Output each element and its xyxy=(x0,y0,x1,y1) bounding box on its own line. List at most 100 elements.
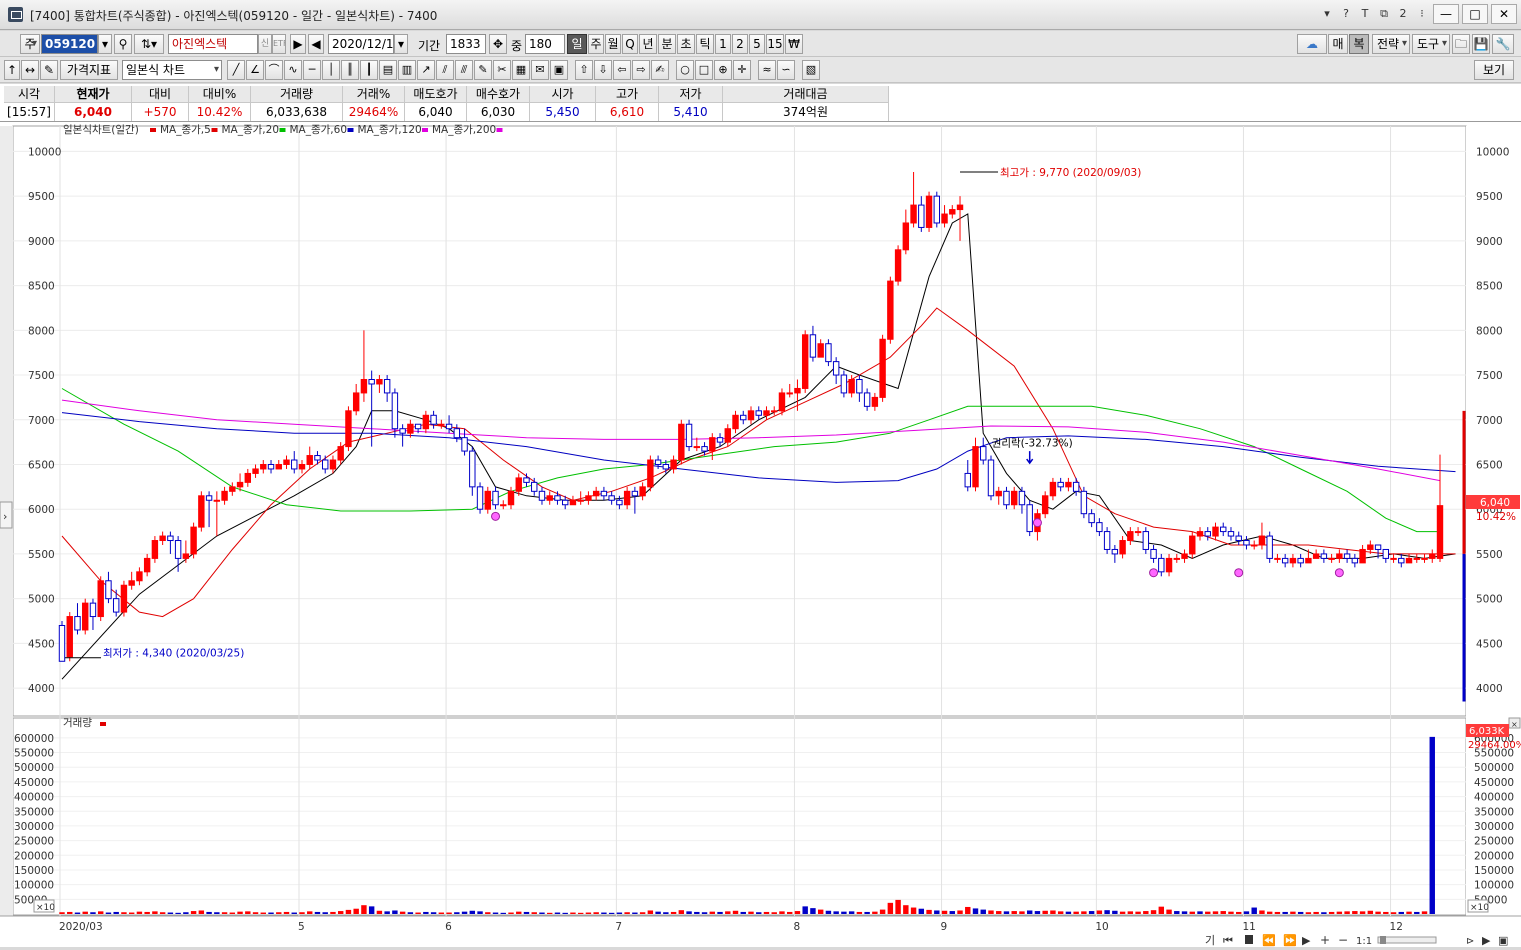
arc-icon[interactable]: ⌒ xyxy=(265,60,283,80)
scroll-track[interactable] xyxy=(1377,936,1437,944)
nav-rewind-icon[interactable]: ⏪ xyxy=(1262,934,1276,947)
nav-play-right-icon[interactable]: ▶ xyxy=(1482,934,1491,947)
up-arrow-icon[interactable]: ↑ xyxy=(4,60,20,80)
buy-button[interactable]: 매 xyxy=(1328,34,1348,54)
period-input[interactable]: 1833 xyxy=(446,34,486,54)
vline-icon[interactable]: │ xyxy=(322,60,340,80)
interval-button[interactable]: 초 xyxy=(677,34,695,54)
interval-button[interactable]: 월 xyxy=(605,34,621,54)
interval-button[interactable]: 5 xyxy=(749,34,765,54)
strategy-button[interactable]: 전략 xyxy=(1372,34,1410,54)
interval-button[interactable]: 분 xyxy=(658,34,676,54)
save-icon[interactable]: 💾 xyxy=(1472,34,1490,54)
sort-icon[interactable]: ⇅▾ xyxy=(134,34,164,54)
interval-button[interactable]: 2 xyxy=(732,34,748,54)
dropdown-icon[interactable]: ▾ xyxy=(1324,7,1330,20)
volume-bar xyxy=(1259,910,1265,914)
search-icon[interactable]: ⚲ xyxy=(114,34,132,54)
interval-button[interactable]: 틱 xyxy=(696,34,714,54)
pencil-icon[interactable]: ✎ xyxy=(474,60,492,80)
collapse-arrow-icon[interactable]: › xyxy=(3,510,7,523)
tools-button[interactable]: 도구 xyxy=(1412,34,1450,54)
color-icon[interactable]: ▦ xyxy=(512,60,530,80)
more-icon[interactable]: ⁝ xyxy=(1420,7,1424,20)
nav-first-icon[interactable]: ⏮ xyxy=(1223,934,1233,947)
column-icon[interactable]: ▥ xyxy=(398,60,416,80)
indicator-button[interactable]: 가격지표 xyxy=(60,60,118,80)
maximize-button[interactable]: □ xyxy=(1462,4,1488,24)
zoom-out-icon[interactable]: − xyxy=(1338,933,1348,947)
grid-lines-icon[interactable]: ║ xyxy=(341,60,359,80)
interval-button[interactable]: 1 xyxy=(715,34,731,54)
collapse-handle[interactable] xyxy=(0,501,13,529)
code-dropdown-icon[interactable]: ▾ xyxy=(98,34,112,54)
nav-forward-icon[interactable]: ⏩ xyxy=(1283,934,1297,947)
interval-button[interactable]: 년 xyxy=(639,34,657,54)
prev-icon[interactable]: ◀ xyxy=(308,34,324,54)
interval-button[interactable]: Q xyxy=(622,34,638,54)
copy-icon[interactable]: ⧉ xyxy=(1380,7,1388,20)
multi-lines-icon[interactable]: ┃ xyxy=(360,60,378,80)
arrow-up-icon[interactable]: ⇧ xyxy=(575,60,593,80)
angle-icon[interactable]: ∠ xyxy=(246,60,264,80)
channel-icon[interactable]: ⫻ xyxy=(455,60,473,80)
interval-button[interactable]: 일 xyxy=(567,34,587,54)
wave2-icon[interactable]: ∽ xyxy=(777,60,795,80)
picture-icon[interactable]: ▧ xyxy=(802,60,820,80)
hline-icon[interactable]: ─ xyxy=(303,60,321,80)
stock-code-input[interactable]: 059120 xyxy=(41,34,98,54)
save-draw-icon[interactable]: ✉ xyxy=(531,60,549,80)
link-icon[interactable]: 2 xyxy=(1399,7,1407,20)
tools-icon[interactable]: ✂ xyxy=(493,60,511,80)
scroll-thumb[interactable] xyxy=(1380,936,1386,944)
nav-chart-icon[interactable]: ▣ xyxy=(1498,934,1508,947)
wave-icon[interactable]: ≈ xyxy=(758,60,776,80)
folder-icon[interactable]: 🗀 xyxy=(1452,34,1470,54)
arrow-right-icon[interactable]: ⇨ xyxy=(632,60,650,80)
zoom-in-icon[interactable]: + xyxy=(1320,933,1330,947)
interval-button[interactable]: ₩ xyxy=(785,34,803,54)
close-button[interactable]: ✕ xyxy=(1491,4,1517,24)
candle-body xyxy=(809,334,817,358)
expand-icon[interactable]: ↔ xyxy=(21,60,39,80)
next-icon[interactable]: ▶ xyxy=(290,34,306,54)
arrow-down-icon[interactable]: ⇩ xyxy=(594,60,612,80)
arrow-left-icon[interactable]: ⇦ xyxy=(613,60,631,80)
zoom-icon[interactable]: ⊕ xyxy=(714,60,732,80)
move-icon[interactable]: ✥ xyxy=(489,34,507,54)
multi-button[interactable]: 복 xyxy=(1349,34,1369,54)
calendar-dropdown-icon[interactable]: ▾ xyxy=(394,34,408,54)
table-icon[interactable]: ▤ xyxy=(379,60,397,80)
date-input[interactable]: 2020/12/14 xyxy=(328,34,394,54)
curve-icon[interactable]: ∿ xyxy=(284,60,302,80)
square-icon[interactable]: □ xyxy=(695,60,713,80)
parallel-icon[interactable]: ⫽ xyxy=(436,60,454,80)
interval-button[interactable]: 15 xyxy=(766,34,784,54)
help-icon[interactable]: ? xyxy=(1343,7,1349,20)
price-volume-chart[interactable]: › × 4000 4000 4500 4500 5000 5000 5500 5500 6000… xyxy=(0,122,1521,947)
minimize-button[interactable]: — xyxy=(1433,4,1459,24)
edit-icon[interactable]: ✎ xyxy=(40,60,58,80)
wrench-icon[interactable]: 🔧 xyxy=(1492,34,1514,54)
ray-icon[interactable]: ↗ xyxy=(417,60,435,80)
chart-type-select[interactable]: 일본식 차트 xyxy=(122,60,222,80)
cursor-icon[interactable]: ✛ xyxy=(733,60,751,80)
text-icon[interactable]: T xyxy=(1361,7,1369,20)
nav-label-icon[interactable]: 기 xyxy=(1205,934,1215,947)
count-input[interactable]: 180 xyxy=(525,34,565,54)
scroll-end-icon[interactable]: ⊳ xyxy=(1466,936,1474,947)
volume-bar xyxy=(771,912,777,914)
cloud-icon[interactable]: ☁ xyxy=(1297,34,1327,54)
note-icon[interactable]: ✍ xyxy=(651,60,669,80)
circle-icon[interactable]: ○ xyxy=(676,60,694,80)
nav-play-icon[interactable]: ▶ xyxy=(1302,934,1311,947)
ratio-icon[interactable]: 1:1 xyxy=(1356,936,1372,947)
image-icon[interactable]: ▣ xyxy=(550,60,568,80)
interval-button[interactable]: 주 xyxy=(588,34,604,54)
trend-line-icon[interactable]: ╱ xyxy=(227,60,245,80)
market-select[interactable]: 주 xyxy=(20,34,40,54)
view-button[interactable]: 보기 xyxy=(1474,60,1514,80)
nav-stop-icon[interactable] xyxy=(1245,935,1253,944)
vol-scale-button[interactable] xyxy=(1508,717,1521,729)
vol-scale-icon[interactable]: × xyxy=(1511,720,1518,729)
